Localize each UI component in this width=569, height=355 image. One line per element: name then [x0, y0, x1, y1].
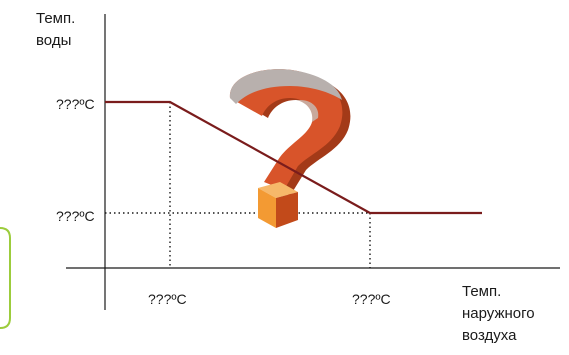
- y-axis-title: Темп. воды: [36, 10, 76, 49]
- side-panel-outline: [0, 227, 11, 329]
- question-mark-3d-icon: [229, 69, 351, 228]
- x-tick-high: ???ºC: [352, 291, 391, 307]
- y-tick-high: ???ºC: [56, 96, 95, 112]
- heating-curve: [105, 100, 482, 215]
- y-tick-low: ???ºC: [56, 208, 95, 224]
- x-axis-title: Темп. наружного воздуха: [462, 283, 535, 344]
- x-tick-low: ???ºC: [148, 291, 187, 307]
